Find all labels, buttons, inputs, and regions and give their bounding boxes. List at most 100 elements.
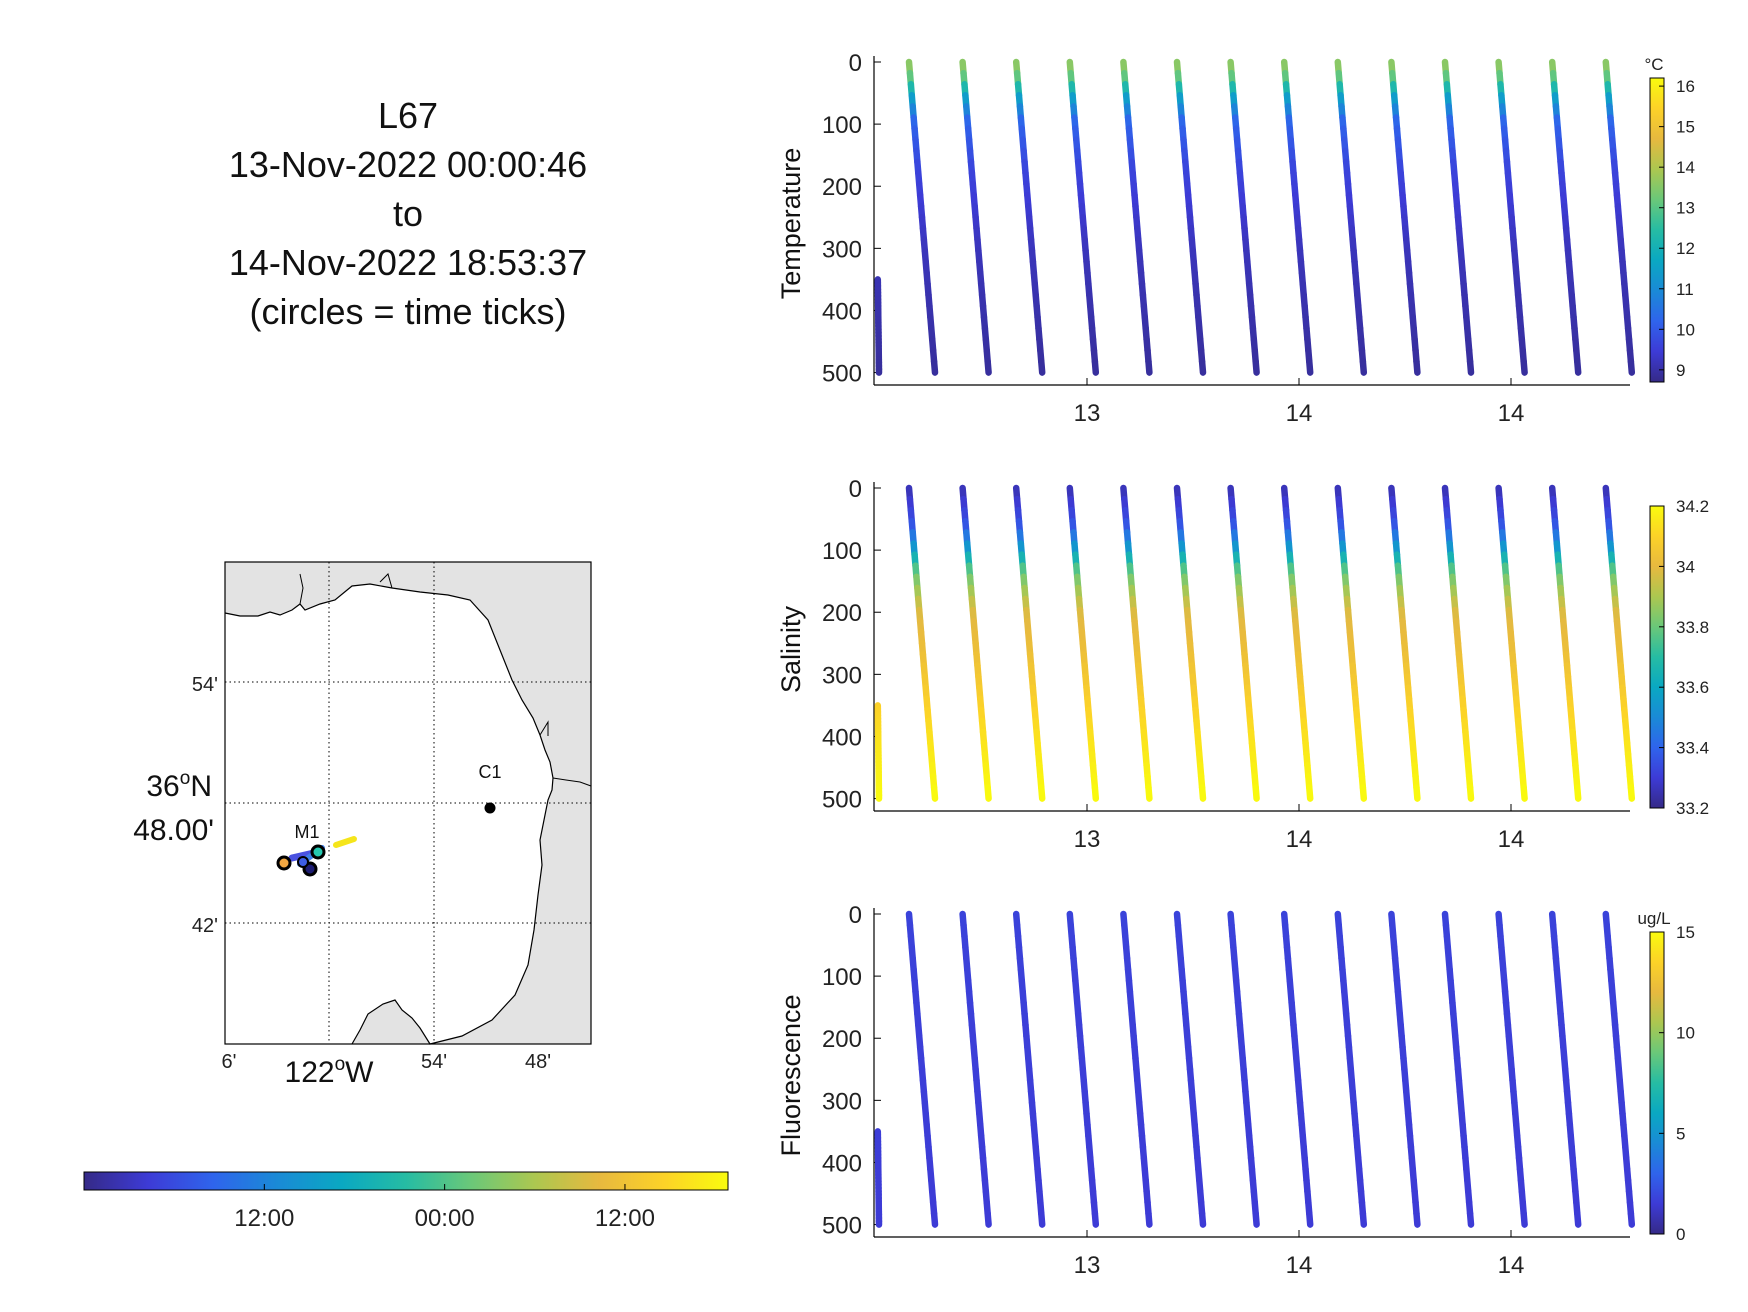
profile-cast bbox=[1227, 484, 1260, 802]
profile-cast bbox=[1548, 58, 1582, 376]
y-tick-label: 100 bbox=[822, 538, 862, 565]
station-marker-c1 bbox=[484, 802, 496, 814]
profile-cast bbox=[1495, 58, 1528, 376]
profile-segment bbox=[1520, 358, 1528, 376]
y-tick-label: 0 bbox=[849, 476, 862, 503]
y-tick-label: 200 bbox=[822, 174, 862, 201]
profile-segment bbox=[1145, 358, 1153, 376]
y-tick-label: 100 bbox=[822, 112, 862, 139]
colorbar-tick-label: 12 bbox=[1676, 239, 1695, 258]
profile-cast bbox=[959, 58, 992, 376]
time-colorbar-tick-label: 12:00 bbox=[234, 1205, 294, 1232]
profile-cast bbox=[1173, 484, 1207, 802]
profile-segment bbox=[1413, 784, 1421, 802]
profile-segment bbox=[1520, 1210, 1528, 1228]
profile-segment bbox=[1574, 1210, 1582, 1228]
profile-segment bbox=[1038, 358, 1046, 376]
profile-cast bbox=[1495, 484, 1528, 802]
profile-segment bbox=[1359, 784, 1368, 802]
colorbar-tick-label: 10 bbox=[1676, 1024, 1695, 1043]
profile-cast bbox=[1334, 484, 1368, 802]
profile-cast bbox=[1227, 910, 1260, 1228]
profile-cast bbox=[1388, 484, 1421, 802]
track-segment-late bbox=[333, 836, 357, 848]
time-colorbar-gradient bbox=[83, 1171, 729, 1191]
profile-cast bbox=[874, 1128, 883, 1228]
map-land bbox=[225, 562, 591, 1044]
colorbar-tick-label: 15 bbox=[1676, 118, 1695, 137]
profile-segment bbox=[1627, 1210, 1636, 1228]
profile-segment bbox=[1091, 358, 1100, 376]
profile-segment bbox=[1306, 784, 1314, 802]
profile-segment bbox=[1413, 1210, 1421, 1228]
colorbar bbox=[1649, 77, 1665, 383]
profile-cast bbox=[1120, 910, 1153, 1228]
y-tick-label: 300 bbox=[822, 1088, 862, 1115]
profile-segment bbox=[984, 1210, 992, 1228]
map-river-3 bbox=[552, 777, 592, 787]
map-lat-label-minutes: 48.00' bbox=[133, 814, 214, 847]
profile-cast bbox=[1012, 58, 1046, 376]
colorbar-tick-label: 15 bbox=[1676, 923, 1695, 942]
profile-segment bbox=[1574, 784, 1582, 802]
x-tick-label: 14 bbox=[1498, 400, 1525, 427]
profile-segment bbox=[1466, 358, 1475, 376]
profile-cast bbox=[1012, 484, 1046, 802]
profile-segment bbox=[1145, 784, 1153, 802]
y-axis-label: Fluorescence bbox=[776, 994, 806, 1156]
map-lon-label: 122oW bbox=[285, 1054, 375, 1089]
colorbar-tick-label: 33.6 bbox=[1676, 678, 1709, 697]
colorbar-tick-label: 16 bbox=[1676, 77, 1695, 96]
colorbar-tick-label: 33.8 bbox=[1676, 618, 1709, 637]
map-panel: M1 C1 54' 42' 6' 54' 48' 122oW 36oN 48.0… bbox=[133, 561, 592, 1089]
x-tick-label: 13 bbox=[1074, 400, 1101, 427]
profile-segment bbox=[1252, 358, 1260, 376]
map-river-1 bbox=[299, 573, 304, 605]
y-tick-label: 400 bbox=[822, 298, 862, 325]
profile-segment bbox=[930, 1210, 939, 1228]
y-axis-label: Salinity bbox=[776, 605, 806, 693]
colorbar-tick-label: 10 bbox=[1676, 320, 1695, 339]
profile-cast bbox=[1334, 58, 1368, 376]
profile-segment bbox=[930, 358, 939, 376]
profile-cast bbox=[1388, 58, 1421, 376]
y-tick-label: 100 bbox=[822, 964, 862, 991]
x-tick-label: 13 bbox=[1074, 826, 1101, 853]
map-river-4 bbox=[539, 720, 549, 736]
profile-segment bbox=[1038, 1210, 1046, 1228]
colorbar-tick-label: 11 bbox=[1676, 280, 1694, 299]
profile-segment bbox=[1627, 358, 1636, 376]
colorbar-units: °C bbox=[1644, 55, 1663, 74]
colorbar-tick-label: 33.4 bbox=[1676, 739, 1709, 758]
profile-cast bbox=[874, 276, 883, 376]
y-tick-label: 300 bbox=[822, 662, 862, 689]
map-lat-label: 36oN bbox=[146, 768, 212, 803]
colorbar-tick-label: 0 bbox=[1676, 1225, 1685, 1244]
profile-cast bbox=[1602, 58, 1636, 376]
profile-cast bbox=[1173, 910, 1207, 1228]
y-tick-label: 0 bbox=[849, 50, 862, 77]
map-land-south bbox=[352, 1000, 430, 1044]
colorbar-tick-label: 34 bbox=[1676, 557, 1695, 576]
profile-segment bbox=[1574, 358, 1582, 376]
profile-cast bbox=[1066, 484, 1100, 802]
colorbar bbox=[1649, 931, 1665, 1235]
title-line-4: 14-Nov-2022 18:53:37 bbox=[229, 242, 587, 283]
time-colorbar-tick-label: 12:00 bbox=[595, 1205, 655, 1232]
map-lon-tick: 48' bbox=[525, 1051, 551, 1073]
colorbar-tick-label: 14 bbox=[1676, 158, 1695, 177]
y-tick-label: 0 bbox=[849, 902, 862, 929]
profile-cast bbox=[1120, 58, 1153, 376]
profile-cast bbox=[1388, 910, 1421, 1228]
map-coastline bbox=[224, 583, 554, 1045]
x-tick-label: 14 bbox=[1286, 1252, 1313, 1279]
time-tick-circle bbox=[297, 856, 309, 868]
profile-cast bbox=[1441, 484, 1475, 802]
profile-segment bbox=[1359, 358, 1368, 376]
profile-segment bbox=[984, 358, 992, 376]
x-tick-label: 13 bbox=[1074, 1252, 1101, 1279]
profile-cast bbox=[1441, 910, 1475, 1228]
profile-panel-temperature: Temperature 0 100 200 300 400 500 13 14 14 9 10 11 12… bbox=[776, 50, 1695, 427]
